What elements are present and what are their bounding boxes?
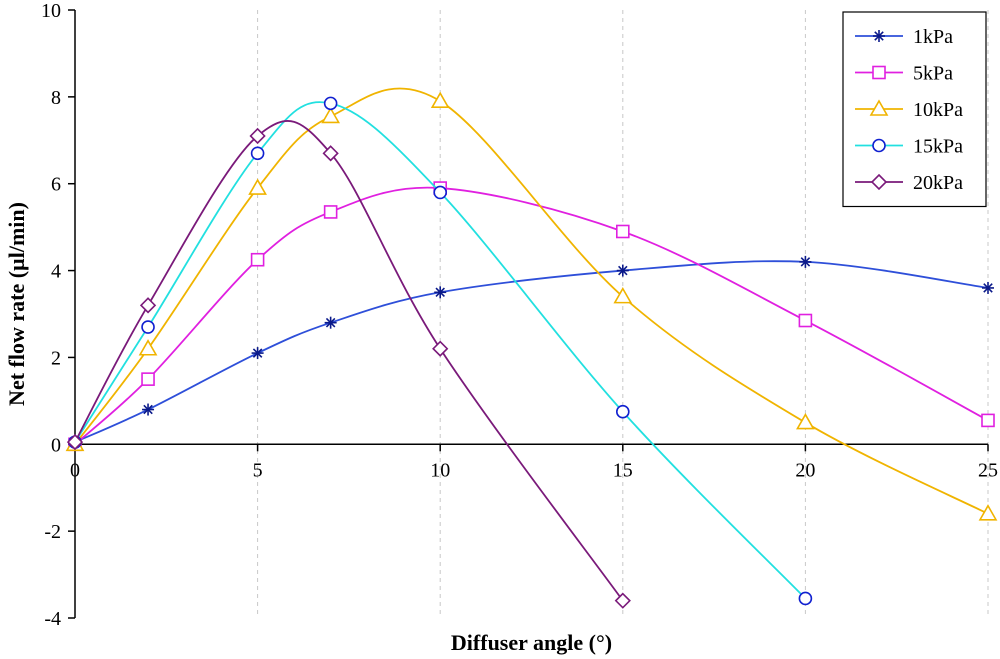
legend-entry-5kpa: 5kPa xyxy=(855,63,953,85)
y-axis-title: Net flow rate (µl/min) xyxy=(4,202,29,406)
y-tick-label-0: 0 xyxy=(51,434,61,456)
point-5kpa-x25 xyxy=(981,413,995,428)
point-20kpa-x2 xyxy=(139,297,157,314)
series-1kpa xyxy=(69,255,994,449)
point-10kpa-x2 xyxy=(138,339,158,356)
point-5kpa-x7 xyxy=(323,205,338,219)
legend-label-5kpa: 5kPa xyxy=(913,63,953,85)
point-20kpa-x7 xyxy=(322,145,339,162)
point-10kpa-x15 xyxy=(613,287,633,304)
point-1kpa-x25 xyxy=(982,281,994,294)
y-tick-label--4: -4 xyxy=(44,608,61,630)
point-1kpa-x20 xyxy=(799,255,812,268)
series-10kpa xyxy=(65,87,998,521)
point-5kpa-x5 xyxy=(250,252,265,267)
point-15kpa-x20 xyxy=(798,591,813,606)
x-tick-label-0: 0 xyxy=(70,459,80,481)
legend-label-15kpa: 15kPa xyxy=(913,136,963,158)
x-tick-label-10: 10 xyxy=(430,459,450,481)
y-tick-label-10: 10 xyxy=(41,0,61,22)
point-5kpa-x15 xyxy=(615,224,630,239)
point-1kpa-x5 xyxy=(251,347,264,360)
point-15kpa-x2 xyxy=(141,320,155,334)
point-20kpa-x15 xyxy=(614,592,631,609)
point-5kpa-x20 xyxy=(798,313,813,328)
x-tick-label-15: 15 xyxy=(613,459,633,481)
point-20kpa-x10 xyxy=(432,340,449,357)
legend-marker-15kpa xyxy=(872,138,886,153)
legend-label-20kpa: 20kPa xyxy=(913,172,963,194)
point-15kpa-x5 xyxy=(250,146,265,161)
series-5kpa xyxy=(68,181,995,452)
point-20kpa-x0 xyxy=(66,433,84,451)
series-line-1kpa xyxy=(74,260,989,443)
point-15kpa-x15 xyxy=(615,404,630,419)
point-10kpa-x7 xyxy=(321,106,341,124)
legend-marker-1kpa xyxy=(873,30,885,42)
data-series xyxy=(65,87,998,609)
y-tick-label-6: 6 xyxy=(51,174,61,196)
point-10kpa-x25 xyxy=(978,504,998,521)
x-tick-label-20: 20 xyxy=(795,459,815,481)
point-1kpa-x2 xyxy=(142,403,155,416)
series-line-20kpa xyxy=(74,120,624,602)
y-tick-label-2: 2 xyxy=(51,347,61,369)
legend-entry-1kpa: 1kPa xyxy=(855,26,953,48)
legend-label-1kpa: 1kPa xyxy=(913,26,953,48)
y-tick-label-8: 8 xyxy=(51,87,61,109)
point-10kpa-x20 xyxy=(796,412,815,430)
point-15kpa-x10 xyxy=(433,185,448,200)
point-15kpa-x7 xyxy=(323,96,338,111)
point-1kpa-x7 xyxy=(324,316,337,329)
legend: 1kPa 5kPa 10kPa 15kPa 20kPa xyxy=(842,11,987,208)
series-line-5kpa xyxy=(74,186,989,445)
tick-labels: -4 -2 0 2 4 6 8 10 0 5 10 15 20 25 xyxy=(41,0,998,630)
legend-label-10kpa: 10kPa xyxy=(913,99,963,121)
y-tick-label-4: 4 xyxy=(51,261,61,283)
x-axis-title: Diffuser angle (°) xyxy=(451,630,612,655)
point-1kpa-x15 xyxy=(616,264,629,277)
point-1kpa-x10 xyxy=(434,286,447,299)
legend-entry-10kpa: 10kPa xyxy=(855,99,963,121)
x-tick-label-25: 25 xyxy=(978,459,998,481)
y-tick-label--2: -2 xyxy=(44,521,61,543)
point-10kpa-x5 xyxy=(248,178,267,195)
legend-entry-15kpa: 15kPa xyxy=(855,136,963,158)
legend-marker-10kpa xyxy=(869,99,889,116)
series-20kpa xyxy=(66,120,631,609)
point-10kpa-x10 xyxy=(430,91,450,108)
legend-marker-5kpa xyxy=(872,65,886,80)
legend-marker-20kpa xyxy=(870,173,888,191)
x-tick-label-5: 5 xyxy=(253,459,263,481)
legend-entry-20kpa: 20kPa xyxy=(855,172,963,194)
point-5kpa-x2 xyxy=(141,372,155,386)
series-line-15kpa xyxy=(74,101,807,600)
point-20kpa-x5 xyxy=(249,127,266,145)
